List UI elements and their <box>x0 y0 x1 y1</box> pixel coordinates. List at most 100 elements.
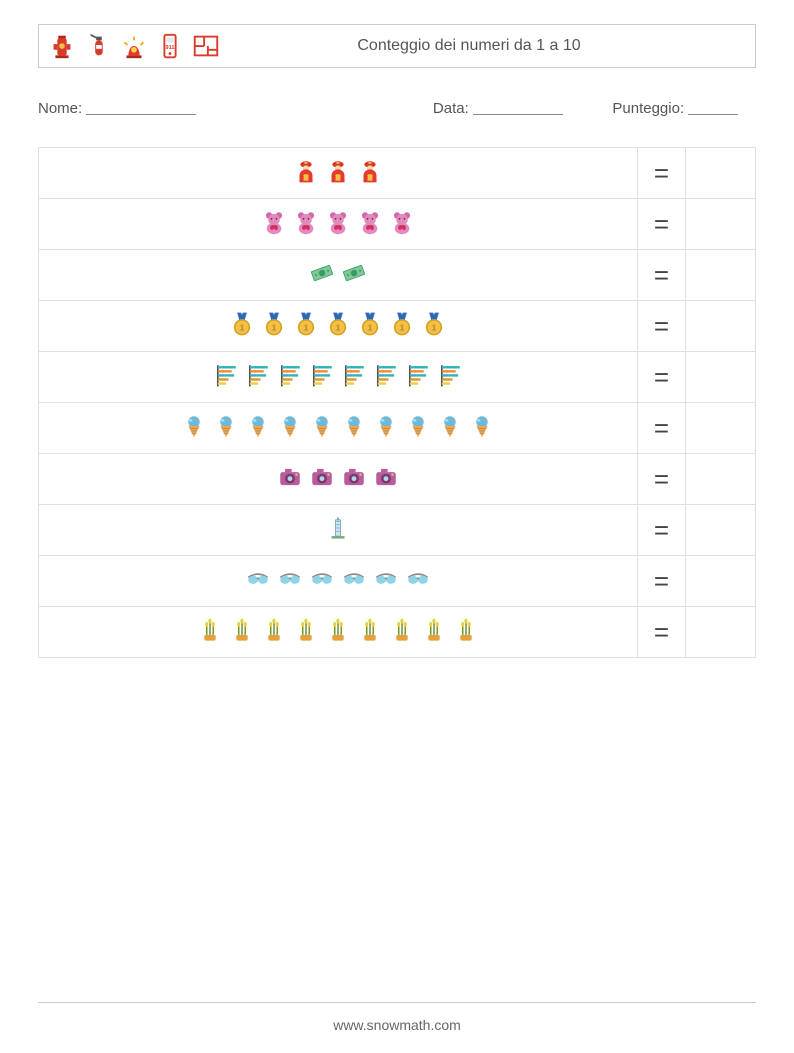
plant-icon <box>357 615 383 645</box>
icon-cell <box>39 556 638 607</box>
footer-divider <box>38 1002 756 1003</box>
icon-cell <box>39 148 638 199</box>
answer-cell[interactable] <box>686 403 756 454</box>
answer-cell[interactable] <box>686 454 756 505</box>
table-row: = <box>39 454 756 505</box>
name-label: Nome: <box>38 100 82 117</box>
answer-cell[interactable] <box>686 607 756 658</box>
camera-icon <box>341 462 367 492</box>
equals-cell: = <box>638 607 686 658</box>
icon-cell <box>39 505 638 556</box>
equals-cell: = <box>638 403 686 454</box>
icon-cell <box>39 250 638 301</box>
medal-icon: 1 <box>261 309 287 339</box>
money-icon <box>341 258 367 288</box>
sunglasses-icon <box>277 564 303 594</box>
svg-text:1: 1 <box>400 323 405 332</box>
table-row: = <box>39 403 756 454</box>
flagchart-icon <box>373 360 399 390</box>
answer-cell[interactable] <box>686 505 756 556</box>
svg-text:1: 1 <box>272 323 277 332</box>
camera-icon <box>373 462 399 492</box>
plant-icon <box>325 615 351 645</box>
medal-icon: 1 <box>293 309 319 339</box>
extinguisher-icon <box>83 31 113 61</box>
plant-icon <box>389 615 415 645</box>
camera-icon <box>277 462 303 492</box>
icecream-icon <box>469 411 495 441</box>
svg-text:1: 1 <box>432 323 437 332</box>
sunglasses-icon <box>341 564 367 594</box>
firefighter-icon <box>357 156 383 186</box>
svg-text:1: 1 <box>240 323 245 332</box>
answer-cell[interactable] <box>686 199 756 250</box>
table-row: = <box>39 250 756 301</box>
equals-cell: = <box>638 505 686 556</box>
money-icon <box>309 258 335 288</box>
table-row: = <box>39 352 756 403</box>
name-underline[interactable] <box>86 100 196 115</box>
equals-cell: = <box>638 148 686 199</box>
sunglasses-icon <box>405 564 431 594</box>
score-label: Punteggio: <box>612 100 684 117</box>
answer-cell[interactable] <box>686 250 756 301</box>
answer-cell[interactable] <box>686 556 756 607</box>
sunglasses-icon <box>245 564 271 594</box>
teddy-icon <box>389 207 415 237</box>
header-box: 911 Conteggio dei numeri da 1 a 10 <box>38 24 756 68</box>
equals-cell: = <box>638 250 686 301</box>
plant-icon <box>421 615 447 645</box>
flagchart-icon <box>341 360 367 390</box>
sunglasses-icon <box>373 564 399 594</box>
teddy-icon <box>357 207 383 237</box>
phone-911-icon: 911 <box>155 31 185 61</box>
icecream-icon <box>181 411 207 441</box>
header-icons: 911 <box>47 31 221 61</box>
icon-cell <box>39 607 638 658</box>
meta-name: Nome: <box>38 98 433 117</box>
answer-cell[interactable] <box>686 352 756 403</box>
floorplan-icon <box>191 31 221 61</box>
icecream-icon <box>213 411 239 441</box>
icon-cell <box>39 352 638 403</box>
medal-icon: 1 <box>325 309 351 339</box>
meta-date: Data: <box>433 98 613 117</box>
sunglasses-icon <box>309 564 335 594</box>
teddy-icon <box>325 207 351 237</box>
icecream-icon <box>277 411 303 441</box>
meta-row: Nome: Data: Punteggio: <box>38 98 756 117</box>
icon-cell <box>39 403 638 454</box>
svg-text:911: 911 <box>165 45 174 51</box>
answer-cell[interactable] <box>686 301 756 352</box>
svg-text:1: 1 <box>304 323 309 332</box>
siren-icon <box>119 31 149 61</box>
date-label: Data: <box>433 100 469 117</box>
medal-icon: 1 <box>357 309 383 339</box>
table-row: = <box>39 148 756 199</box>
icecream-icon <box>245 411 271 441</box>
flagchart-icon <box>213 360 239 390</box>
camera-icon <box>309 462 335 492</box>
icon-cell <box>39 454 638 505</box>
icecream-icon <box>405 411 431 441</box>
medal-icon: 1 <box>421 309 447 339</box>
plant-icon <box>453 615 479 645</box>
flagchart-icon <box>437 360 463 390</box>
flagchart-icon <box>309 360 335 390</box>
plant-icon <box>293 615 319 645</box>
table-row: = <box>39 505 756 556</box>
equals-cell: = <box>638 199 686 250</box>
svg-text:1: 1 <box>368 323 373 332</box>
plant-icon <box>261 615 287 645</box>
score-underline[interactable] <box>688 100 738 115</box>
table-row: = <box>39 556 756 607</box>
date-underline[interactable] <box>473 100 563 115</box>
equals-cell: = <box>638 301 686 352</box>
firefighter-icon <box>293 156 319 186</box>
table-row: = <box>39 199 756 250</box>
icon-cell: 1 1 1 1 1 1 1 <box>39 301 638 352</box>
equals-cell: = <box>638 352 686 403</box>
answer-cell[interactable] <box>686 148 756 199</box>
equals-cell: = <box>638 454 686 505</box>
plant-icon <box>229 615 255 645</box>
